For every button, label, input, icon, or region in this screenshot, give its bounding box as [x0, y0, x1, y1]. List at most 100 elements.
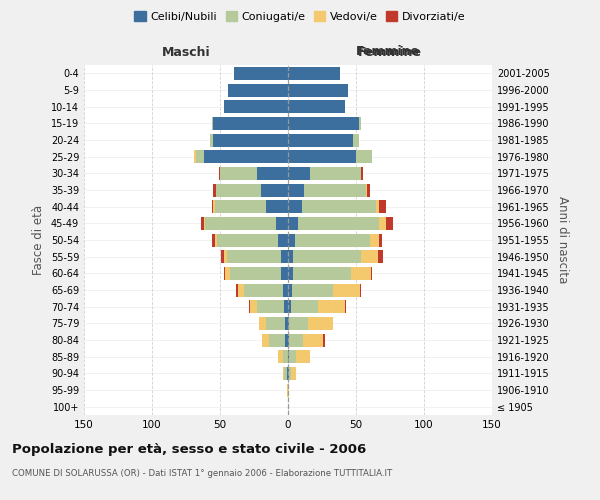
Bar: [215, 234, 217, 246]
Text: Popolazione per età, sesso e stato civile - 2006: Popolazione per età, sesso e stato civil…: [12, 442, 366, 456]
Bar: [281, 267, 288, 280]
Text: Femmine: Femmine: [356, 45, 420, 58]
Bar: [293, 250, 361, 263]
Bar: [212, 200, 213, 213]
Bar: [218, 167, 220, 180]
Bar: [250, 300, 257, 313]
Bar: [289, 334, 303, 346]
Bar: [213, 200, 215, 213]
Bar: [288, 250, 293, 263]
Bar: [224, 267, 226, 280]
Bar: [379, 234, 382, 246]
Bar: [379, 217, 386, 230]
Bar: [262, 334, 269, 346]
Bar: [288, 84, 348, 96]
Bar: [359, 117, 361, 130]
Bar: [227, 250, 281, 263]
Bar: [276, 217, 288, 230]
Bar: [259, 317, 266, 330]
Bar: [228, 84, 288, 96]
Bar: [244, 284, 283, 296]
Bar: [220, 167, 257, 180]
Bar: [288, 367, 289, 380]
Bar: [353, 134, 359, 146]
Bar: [285, 334, 288, 346]
Bar: [318, 300, 345, 313]
Bar: [370, 234, 379, 246]
Bar: [302, 200, 376, 213]
Bar: [230, 267, 281, 280]
Bar: [288, 300, 291, 313]
Bar: [379, 200, 386, 213]
Legend: Celibi/Nubili, Coniugati/e, Vedovi/e, Divorziati/e: Celibi/Nubili, Coniugati/e, Vedovi/e, Di…: [131, 8, 469, 25]
Bar: [248, 300, 250, 313]
Bar: [304, 184, 365, 196]
Bar: [266, 317, 285, 330]
Bar: [295, 234, 370, 246]
Bar: [212, 234, 215, 246]
Bar: [203, 217, 205, 230]
Bar: [283, 350, 288, 363]
Bar: [345, 300, 346, 313]
Bar: [213, 184, 216, 196]
Bar: [278, 234, 288, 246]
Bar: [376, 200, 379, 213]
Bar: [257, 167, 288, 180]
Bar: [365, 184, 367, 196]
Bar: [350, 267, 371, 280]
Bar: [196, 150, 203, 163]
Y-axis label: Anni di nascita: Anni di nascita: [556, 196, 569, 284]
Bar: [212, 117, 213, 130]
Bar: [310, 167, 361, 180]
Bar: [288, 150, 356, 163]
Bar: [288, 334, 289, 346]
Bar: [289, 317, 308, 330]
Bar: [211, 134, 213, 146]
Bar: [288, 317, 289, 330]
Bar: [288, 350, 289, 363]
Bar: [291, 300, 318, 313]
Bar: [378, 250, 383, 263]
Bar: [288, 200, 302, 213]
Bar: [386, 217, 393, 230]
Bar: [298, 217, 379, 230]
Bar: [288, 167, 310, 180]
Bar: [288, 217, 298, 230]
Text: Femmine: Femmine: [358, 46, 422, 59]
Y-axis label: Fasce di età: Fasce di età: [32, 205, 45, 275]
Text: COMUNE DI SOLARUSSA (OR) - Dati ISTAT 1° gennaio 2006 - Elaborazione TUTTITALIA.: COMUNE DI SOLARUSSA (OR) - Dati ISTAT 1°…: [12, 469, 392, 478]
Bar: [288, 267, 293, 280]
Bar: [284, 300, 288, 313]
Bar: [233, 67, 288, 80]
Bar: [278, 350, 283, 363]
Bar: [288, 234, 295, 246]
Bar: [266, 200, 288, 213]
Bar: [288, 284, 292, 296]
Bar: [217, 234, 278, 246]
Bar: [289, 350, 296, 363]
Bar: [269, 334, 285, 346]
Bar: [285, 317, 288, 330]
Bar: [205, 217, 276, 230]
Bar: [224, 250, 227, 263]
Bar: [224, 100, 288, 113]
Bar: [194, 150, 196, 163]
Bar: [283, 367, 284, 380]
Bar: [281, 250, 288, 263]
Bar: [323, 334, 325, 346]
Bar: [216, 184, 261, 196]
Bar: [213, 134, 288, 146]
Bar: [287, 367, 288, 380]
Bar: [288, 100, 345, 113]
Bar: [308, 317, 333, 330]
Bar: [291, 367, 296, 380]
Bar: [257, 300, 284, 313]
Bar: [333, 284, 360, 296]
Bar: [288, 384, 289, 396]
Bar: [288, 67, 340, 80]
Bar: [203, 150, 288, 163]
Bar: [238, 284, 244, 296]
Bar: [367, 184, 370, 196]
Bar: [288, 184, 304, 196]
Bar: [371, 267, 373, 280]
